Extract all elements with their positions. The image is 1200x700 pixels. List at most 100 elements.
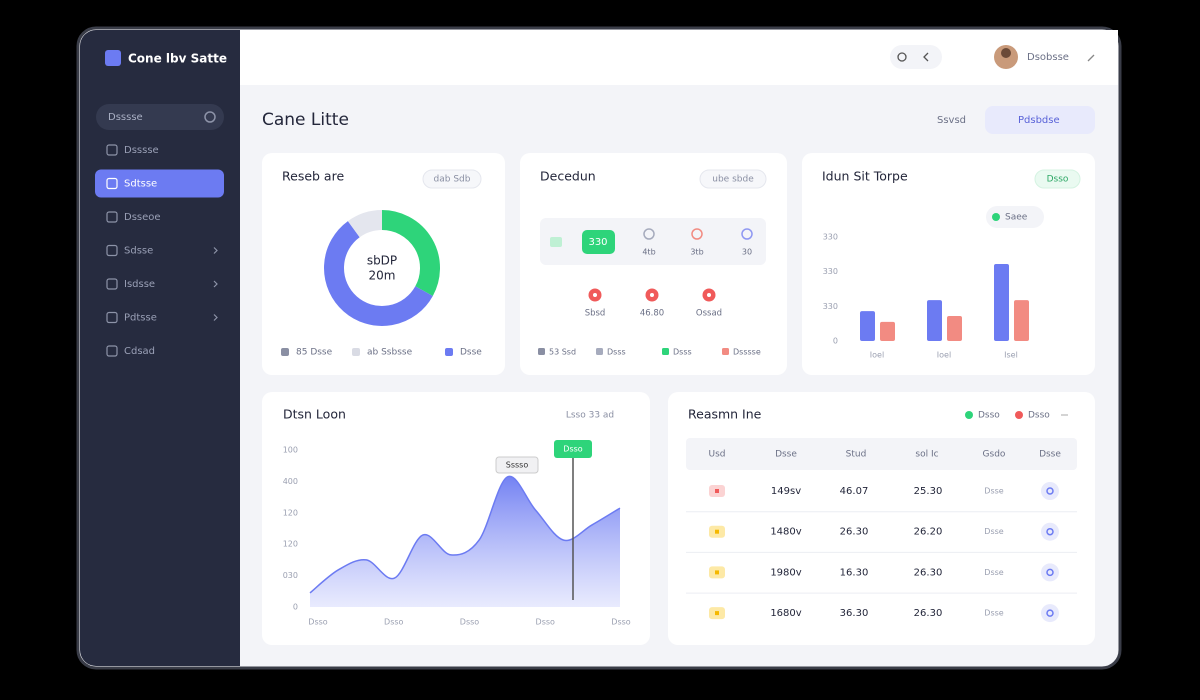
bar: [927, 300, 942, 341]
nav-item-label[interactable]: Dsssse: [124, 145, 159, 156]
y-tick-label: 030: [283, 571, 298, 580]
y-tick-label: 100: [283, 446, 298, 455]
header-button-label[interactable]: Pdsbdse: [1018, 115, 1060, 126]
card-title: Reseb are: [282, 169, 344, 184]
legend-swatch: [538, 348, 545, 355]
row-status-dot: [715, 611, 719, 616]
nav-chevron: [213, 280, 218, 288]
legend-swatch: [965, 411, 973, 419]
nav-item-label[interactable]: Pdtsse: [124, 313, 157, 324]
donut-slice: [381, 210, 440, 296]
status-button-label[interactable]: 330: [588, 237, 607, 248]
badge-label[interactable]: dab Sdb: [434, 175, 471, 185]
nav-item-active[interactable]: [95, 169, 224, 198]
table-header-cell: Dsse: [1039, 450, 1061, 460]
back-icon: [923, 52, 929, 62]
legend-swatch: [992, 213, 1000, 221]
user-name: Dsobsse: [1027, 52, 1069, 63]
table-cell: 26.30: [914, 608, 943, 619]
header-button[interactable]: [985, 106, 1095, 134]
y-tick-label: 400: [283, 477, 298, 486]
status-icon: [691, 228, 703, 240]
status-label: 3tb: [690, 248, 703, 257]
nav-item-label[interactable]: Cdsad: [124, 346, 155, 357]
nav-icon: [106, 311, 118, 324]
legend-swatch: [722, 348, 729, 355]
table-cell: 26.30: [914, 567, 943, 578]
table-cell: 1680v: [770, 608, 801, 619]
donut-slice: [347, 210, 383, 238]
badge[interactable]: [422, 169, 482, 189]
status-icon: [643, 228, 655, 240]
badge[interactable]: [699, 169, 767, 189]
donut-slice: [324, 221, 433, 326]
y-tick-label: 330: [823, 267, 838, 276]
header-link[interactable]: Ssvsd: [937, 115, 966, 126]
alert-dot-center: [707, 293, 711, 297]
x-tick-label: Dsso: [611, 618, 630, 627]
legend-swatch: [1015, 411, 1023, 419]
badge-label[interactable]: Dsso: [1047, 175, 1069, 185]
card: [668, 392, 1095, 645]
row-action-dot: [1046, 609, 1054, 617]
legend-label: Saee: [1005, 213, 1028, 223]
nav-icon: [106, 345, 118, 357]
status-button[interactable]: [582, 230, 615, 254]
status-row: [540, 218, 766, 265]
alert-label: Sbsd: [585, 309, 606, 319]
y-tick-label: 120: [283, 508, 298, 517]
table-cell: 46.07: [840, 486, 869, 497]
nav-icon: [106, 211, 118, 223]
y-tick-label: 0: [293, 603, 298, 612]
row-status-dot: [715, 529, 719, 534]
card: [262, 392, 650, 645]
badge[interactable]: [1034, 169, 1081, 189]
nav-item-label[interactable]: Isdsse: [124, 279, 155, 290]
legend-pill: [986, 206, 1044, 228]
donut-center: [346, 232, 418, 304]
bar: [880, 321, 895, 341]
legend-swatch: [596, 348, 603, 355]
nav-item-label[interactable]: Dsseoe: [124, 212, 161, 223]
legend-label: ab Ssbsse: [367, 348, 413, 358]
x-tick-label: Isel: [1004, 351, 1018, 360]
row-action[interactable]: [1041, 482, 1059, 500]
status-label: 30: [742, 248, 752, 257]
card-title: Reasmn Ine: [688, 407, 762, 422]
y-tick-label: 120: [283, 540, 298, 549]
sidebar-search[interactable]: [96, 104, 224, 130]
table-cell: 25.30: [914, 486, 943, 497]
table-cell: 1480v: [770, 527, 801, 538]
table-cell: 149sv: [771, 486, 801, 497]
area: [310, 476, 620, 607]
y-tick-label: 330: [823, 233, 838, 242]
table-header: [686, 438, 1077, 470]
brand-name: Cone lbv Satte: [128, 52, 227, 66]
row-action[interactable]: [1041, 522, 1059, 541]
nav-item-label[interactable]: Sdsse: [124, 246, 153, 257]
card-title: Dtsn Loon: [283, 407, 346, 422]
legend-swatch: [445, 348, 453, 356]
legend-label: Dsso: [1028, 411, 1050, 421]
tooltip-label: Sssso: [506, 461, 529, 470]
table-cell: Dsse: [984, 487, 1003, 496]
y-tick-label: 330: [823, 302, 838, 311]
table-header-cell: sol Ic: [915, 450, 938, 460]
bar: [994, 264, 1009, 341]
topbar-search[interactable]: [890, 45, 942, 69]
row-action[interactable]: [1041, 604, 1059, 623]
search-icon: [897, 52, 907, 62]
row-action[interactable]: [1041, 563, 1059, 582]
edit-icon[interactable]: [1087, 54, 1095, 62]
table-cell: Dsse: [984, 527, 1003, 536]
legend-swatch: [662, 348, 669, 355]
bar: [860, 311, 875, 341]
legend-label: Dsse: [460, 348, 482, 358]
table-header-cell: Stud: [846, 450, 867, 460]
nav-icon: [106, 144, 118, 156]
table-cell: 26.30: [840, 527, 869, 538]
legend-label: Dsssse: [733, 348, 761, 357]
nav-item-label[interactable]: Sdtsse: [124, 179, 157, 190]
badge-label[interactable]: ube sbde: [712, 175, 754, 185]
